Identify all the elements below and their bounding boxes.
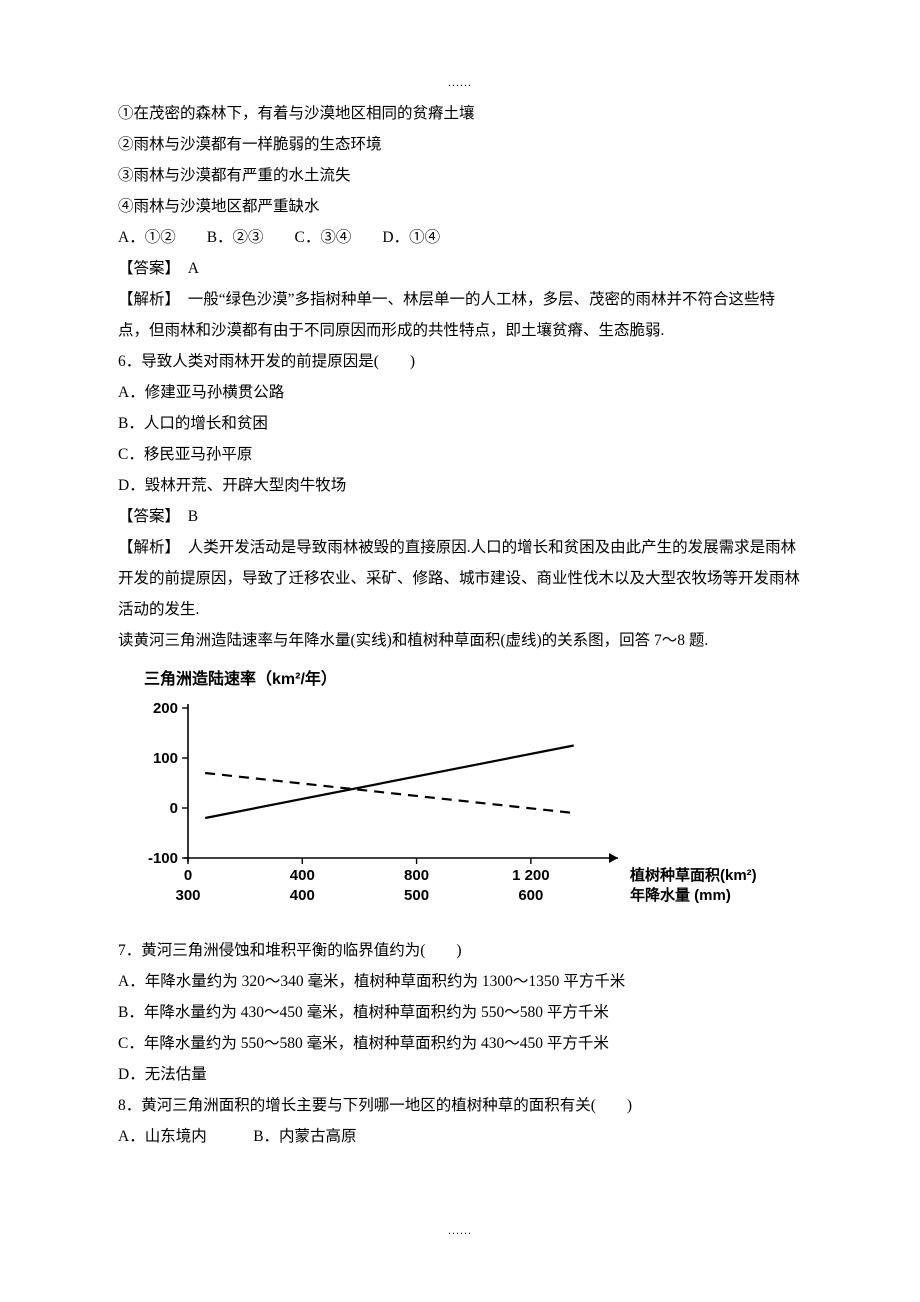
q7-opt-b: B．年降水量约为 430～450 毫米，植树种草面积约为 550～580 平方千…	[118, 997, 802, 1028]
choices-5: A．①② B．②③ C．③④ D．①④	[118, 222, 802, 253]
question-6: 6．导致人类对雨林开发的前提原因是( )	[118, 346, 802, 377]
q7-opt-d: D．无法估量	[118, 1059, 802, 1090]
option-2: ②雨林与沙漠都有一样脆弱的生态环境	[118, 129, 802, 160]
option-1: ①在茂密的森林下，有着与沙漠地区相同的贫瘠土壤	[118, 98, 802, 129]
svg-text:1 200: 1 200	[512, 867, 550, 884]
q7-opt-a: A．年降水量约为 320～340 毫米，植树种草面积约为 1300～1350 平…	[118, 966, 802, 997]
explain-6: 【解析】 人类开发活动是导致雨林被毁的直接原因.人口的增长和贫困及由此产生的发展…	[118, 532, 802, 625]
question-7: 7．黄河三角洲侵蚀和堆积平衡的临界值约为( )	[118, 935, 802, 966]
option-3: ③雨林与沙漠都有严重的水土流失	[118, 160, 802, 191]
svg-text:200: 200	[153, 700, 178, 717]
q8-opts: A．山东境内 B．内蒙古高原	[118, 1121, 802, 1152]
svg-text:500: 500	[404, 887, 429, 904]
footer-dots: ......	[448, 1218, 472, 1242]
explain-5: 【解析】 一般“绿色沙漠”多指树种单一、林层单一的人工林，多层、茂密的雨林并不符…	[118, 284, 802, 346]
svg-text:0: 0	[184, 867, 192, 884]
q6-opt-b: B．人口的增长和贫困	[118, 408, 802, 439]
answer-6: 【答案】 B	[118, 501, 802, 532]
svg-text:300: 300	[175, 887, 200, 904]
page: ...... ①在茂密的森林下，有着与沙漠地区相同的贫瘠土壤 ②雨林与沙漠都有一…	[0, 0, 920, 1302]
svg-text:400: 400	[290, 867, 315, 884]
svg-text:0: 0	[170, 800, 178, 817]
header-dots: ......	[448, 70, 472, 94]
delta-chart: -100 0 100 200 0 400 800 1 200 300 400 500 600 植树种草面…	[118, 698, 758, 918]
answer-5: 【答案】 A	[118, 253, 802, 284]
intro-7-8: 读黄河三角洲造陆速率与年降水量(实线)和植树种草面积(虚线)的关系图，回答 7～…	[118, 625, 802, 656]
q6-opt-d: D．毁林开荒、开辟大型肉牛牧场	[118, 470, 802, 501]
svg-text:800: 800	[404, 867, 429, 884]
question-8: 8．黄河三角洲面积的增长主要与下列哪一地区的植树种草的面积有关( )	[118, 1090, 802, 1121]
q7-opt-c: C．年降水量约为 550～580 毫米，植树种草面积约为 430～450 平方千…	[118, 1028, 802, 1059]
q6-opt-c: C．移民亚马孙平原	[118, 439, 802, 470]
svg-text:100: 100	[153, 750, 178, 767]
svg-text:-100: -100	[148, 850, 178, 867]
svg-text:600: 600	[518, 887, 543, 904]
option-4: ④雨林与沙漠地区都严重缺水	[118, 191, 802, 222]
chart-title: 三角洲造陆速率（km²/年）	[144, 664, 802, 696]
q6-opt-a: A．修建亚马孙横贯公路	[118, 377, 802, 408]
content: ①在茂密的森林下，有着与沙漠地区相同的贫瘠土壤 ②雨林与沙漠都有一样脆弱的生态环…	[118, 98, 802, 1152]
svg-text:400: 400	[290, 887, 315, 904]
chart-container: 三角洲造陆速率（km²/年） -100 0 100 200 0 400 800 1 200 30…	[118, 664, 802, 929]
svg-text:植树种草面积(km²): 植树种草面积(km²)	[630, 866, 757, 884]
svg-text:年降水量 (mm): 年降水量 (mm)	[630, 886, 731, 904]
